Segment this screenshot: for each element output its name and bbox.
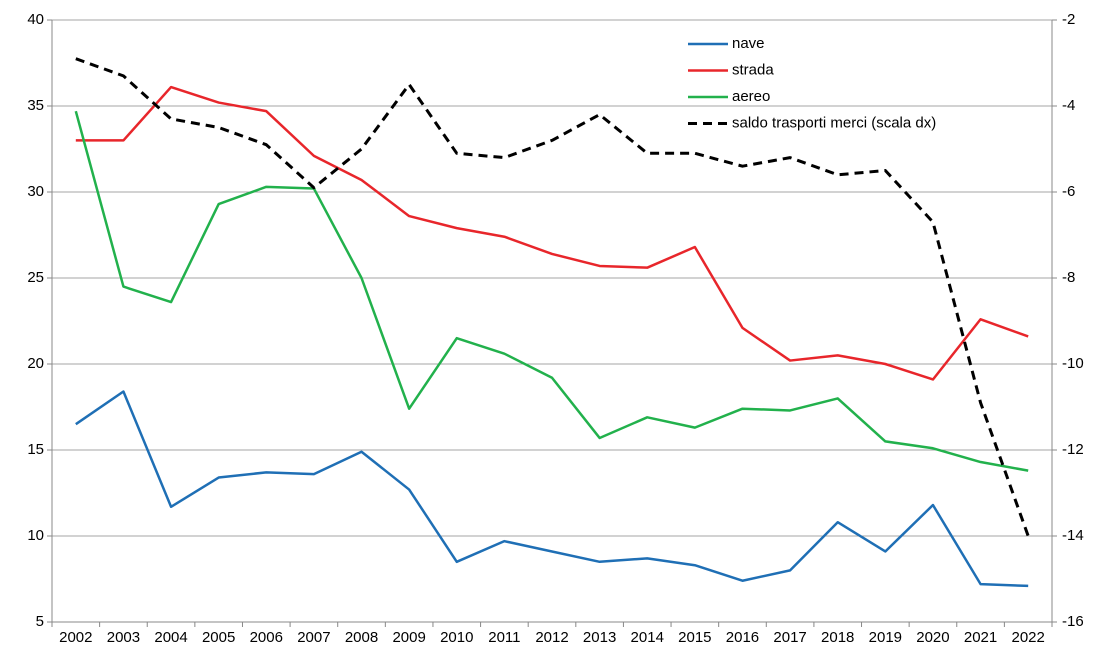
- series-line: [75, 57, 1030, 537]
- x-tick-label: 2005: [202, 629, 235, 646]
- x-tick-label: 2004: [154, 629, 187, 646]
- x-tick-label: 2020: [916, 629, 949, 646]
- x-tick-label: 2016: [726, 629, 759, 646]
- x-tick-label: 2015: [678, 629, 711, 646]
- y-tick-label: 25: [27, 269, 44, 286]
- x-tick-label: 2013: [583, 629, 616, 646]
- y2-tick-label: -6: [1062, 183, 1075, 200]
- x-tick-label: 2017: [773, 629, 806, 646]
- series-line: [74, 110, 1029, 472]
- legend-label: aereo: [732, 88, 770, 105]
- x-tick-label: 2009: [392, 629, 425, 646]
- y-tick-label: 35: [27, 97, 44, 114]
- legend-label: nave: [732, 35, 765, 52]
- y-tick-label: 15: [27, 441, 44, 458]
- x-tick-label: 2007: [297, 629, 330, 646]
- x-tick-label: 2010: [440, 629, 473, 646]
- y2-tick-label: -16: [1062, 613, 1084, 630]
- x-tick-label: 2008: [345, 629, 378, 646]
- x-tick-label: 2011: [488, 629, 520, 646]
- x-tick-label: 2012: [535, 629, 568, 646]
- y-tick-label: 5: [36, 613, 44, 630]
- x-tick-label: 2018: [821, 629, 854, 646]
- y-tick-label: 40: [27, 11, 44, 28]
- x-tick-label: 2002: [59, 629, 92, 646]
- series-line: [75, 390, 1029, 588]
- legend-label: saldo trasporti merci (scala dx): [732, 114, 936, 131]
- y2-tick-label: -2: [1062, 11, 1075, 28]
- x-tick-label: 2014: [631, 629, 664, 646]
- y-tick-label: 30: [27, 183, 44, 200]
- legend-label: strada: [732, 61, 774, 78]
- y2-tick-label: -10: [1062, 355, 1084, 372]
- x-tick-label: 2021: [964, 629, 997, 646]
- x-tick-label: 2003: [107, 629, 140, 646]
- x-tick-label: 2019: [869, 629, 902, 646]
- series-line: [75, 85, 1029, 381]
- y2-tick-label: -4: [1062, 97, 1075, 114]
- y2-tick-label: -14: [1062, 527, 1084, 544]
- x-tick-label: 2006: [250, 629, 283, 646]
- y-tick-label: 10: [27, 527, 44, 544]
- x-tick-label: 2022: [1012, 629, 1045, 646]
- y-tick-label: 20: [27, 355, 44, 372]
- y2-tick-label: -8: [1062, 269, 1075, 286]
- y2-tick-label: -12: [1062, 441, 1084, 458]
